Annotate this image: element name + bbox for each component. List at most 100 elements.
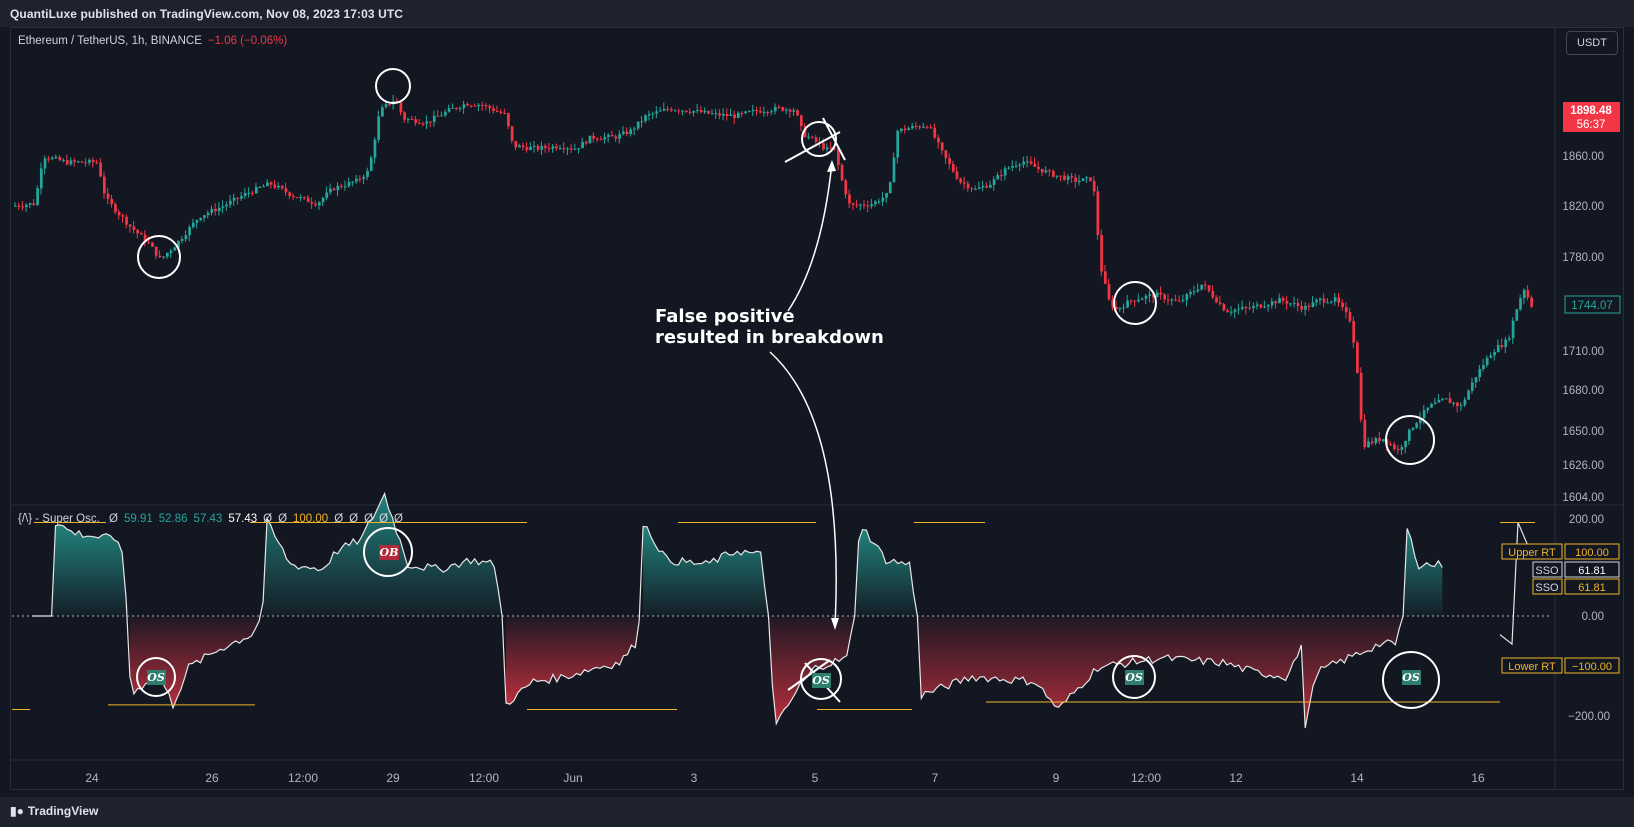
candle — [1326, 302, 1330, 304]
currency-button[interactable]: USDT — [1566, 31, 1618, 55]
candle — [25, 204, 28, 207]
candle — [558, 148, 562, 150]
candle — [647, 114, 651, 116]
candle — [91, 159, 95, 163]
candle — [855, 204, 859, 206]
candle — [1304, 305, 1307, 310]
candle — [273, 184, 277, 188]
candle — [688, 111, 692, 113]
candle — [310, 202, 314, 204]
candle — [1200, 284, 1204, 290]
candle — [981, 186, 985, 188]
candle — [58, 157, 62, 161]
candle — [336, 185, 340, 191]
candle — [551, 146, 555, 149]
candle — [484, 105, 488, 107]
candle — [258, 186, 262, 188]
cross-mark — [822, 117, 846, 161]
candle — [217, 207, 221, 212]
candle — [1092, 180, 1096, 192]
candle — [892, 157, 896, 183]
candle — [73, 160, 77, 162]
candle — [625, 131, 629, 135]
candle — [529, 146, 533, 150]
candle — [1259, 304, 1263, 308]
arrow-head — [831, 618, 839, 630]
candle — [766, 111, 770, 113]
candle — [807, 136, 811, 138]
candle — [940, 142, 944, 151]
candle — [295, 197, 299, 199]
candle — [280, 185, 284, 189]
candle — [1352, 321, 1356, 343]
os-badge-text: OS — [1125, 671, 1143, 684]
candle — [774, 106, 777, 112]
candle — [629, 129, 633, 135]
candle — [610, 135, 614, 137]
candle — [251, 192, 254, 194]
candle — [329, 188, 332, 193]
candle — [403, 112, 406, 120]
sso-value-box — [1564, 578, 1620, 595]
sso-label-box — [1532, 561, 1563, 578]
indicator-value: Ø — [263, 513, 273, 525]
candle — [992, 179, 996, 185]
candle — [1181, 300, 1185, 302]
price-tick: 1680.00 — [1562, 385, 1604, 397]
candle — [284, 188, 288, 193]
candle — [17, 205, 21, 207]
symbol-legend[interactable]: Ethereum / TetherUS, 1h, BINANCE −1.06 (−… — [18, 35, 287, 47]
candle — [651, 113, 655, 115]
candle — [677, 110, 681, 112]
candle — [288, 192, 292, 196]
candle — [1241, 307, 1244, 309]
candle — [43, 158, 47, 169]
candle — [722, 113, 725, 116]
candle — [1081, 178, 1085, 182]
candle — [929, 127, 933, 129]
candle — [110, 198, 114, 205]
candle — [877, 201, 881, 203]
candle — [584, 141, 588, 144]
osc-area-negative — [129, 616, 264, 708]
candle — [306, 197, 310, 203]
candle — [996, 175, 1000, 180]
indicator-legend[interactable]: {/\} - Super Osc. Ø 59.91 52.86 57.43 57.43 Ø… — [18, 513, 415, 525]
candle — [125, 216, 128, 225]
candle — [1066, 176, 1070, 180]
candle — [1333, 297, 1337, 302]
candle — [184, 235, 188, 240]
candle — [1137, 299, 1141, 302]
signal-circle — [1385, 415, 1435, 465]
last-price-badge — [1563, 102, 1620, 132]
os-badge-text: OS — [147, 671, 165, 684]
candle — [607, 135, 610, 137]
candle — [1248, 307, 1252, 309]
candle — [951, 164, 955, 172]
candle — [377, 116, 381, 140]
candle — [1048, 170, 1052, 172]
candle — [1178, 300, 1181, 302]
candle — [28, 203, 32, 205]
time-tick: 29 — [386, 771, 400, 785]
candle — [477, 104, 481, 107]
current-price-marker — [1564, 295, 1621, 314]
candle — [1393, 444, 1396, 450]
candle — [1478, 369, 1482, 378]
candle — [1189, 292, 1192, 295]
candle — [1456, 402, 1459, 407]
candle — [1155, 292, 1159, 298]
candle — [759, 111, 762, 113]
cross-mark — [784, 131, 841, 163]
candle — [840, 164, 844, 181]
candle — [95, 162, 99, 164]
candle — [1278, 298, 1281, 304]
candle — [562, 148, 566, 150]
indicator-values: Ø 59.91 52.86 57.43 57.43 Ø Ø 100.00 Ø Ø Ø Ø Ø — [109, 513, 409, 525]
tradingview-logo[interactable]: ▮● TradingView — [10, 804, 98, 818]
sso-label: SSO — [1535, 565, 1559, 577]
candle — [1037, 166, 1040, 169]
candle — [911, 125, 914, 129]
candle — [670, 109, 673, 111]
